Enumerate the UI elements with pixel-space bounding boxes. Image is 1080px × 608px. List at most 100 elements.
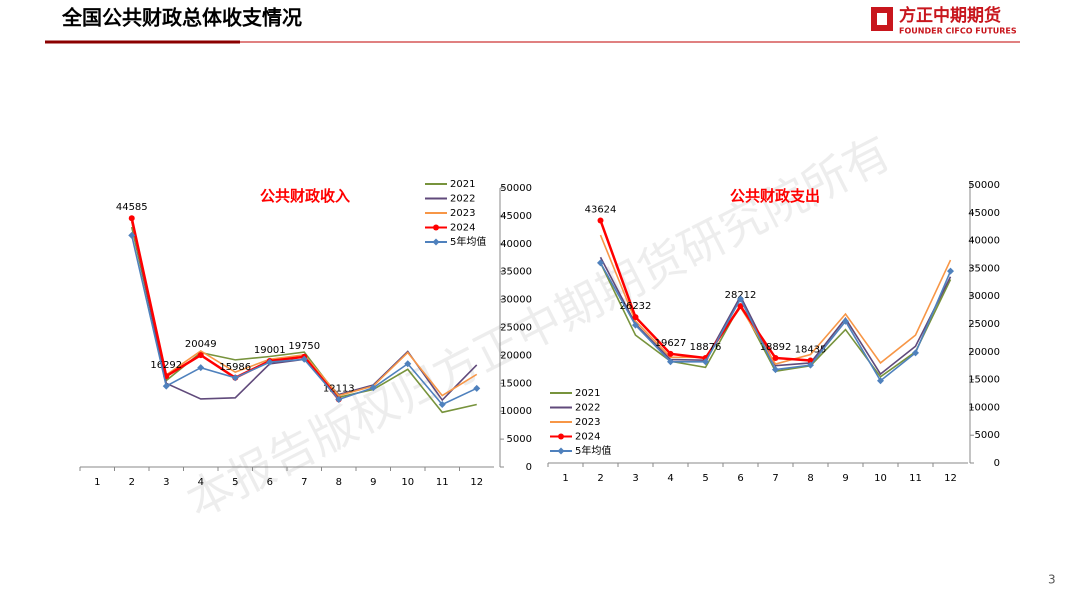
marker [667, 350, 674, 357]
marker [266, 358, 274, 366]
y-tick-label: 5000 [507, 434, 532, 445]
marker [737, 303, 744, 310]
y-tick-label: 25000 [500, 323, 532, 334]
y-tick-label: 45000 [968, 208, 1000, 219]
x-tick-label: 7 [301, 477, 307, 488]
legend-label: 2024 [575, 432, 600, 443]
y-tick-label: 30000 [968, 291, 1000, 302]
marker [772, 366, 779, 374]
marker [842, 317, 849, 325]
marker [772, 354, 779, 361]
marker [737, 295, 744, 303]
series-line [599, 234, 952, 365]
x-tick-label: 10 [874, 473, 887, 484]
x-tick-label: 4 [667, 473, 673, 484]
y-tick-label: 10000 [968, 402, 1000, 413]
y-tick-label: 35000 [500, 267, 532, 278]
legend-label: 2022 [575, 403, 600, 414]
marker [632, 314, 639, 321]
x-tick-label: 9 [842, 473, 848, 484]
legend-marker [433, 224, 439, 231]
legend-label: 2021 [450, 179, 475, 190]
marker [877, 377, 884, 385]
marker [197, 352, 204, 359]
y-tick-label: 45000 [500, 211, 532, 222]
legend-label: 5年均值 [450, 235, 486, 248]
slide-title: 全国公共财政总体收支情况 [61, 6, 302, 30]
y-tick-label: 5000 [975, 430, 1000, 441]
marker [128, 231, 136, 239]
data-label: 16292 [150, 360, 182, 371]
x-tick-label: 6 [267, 477, 273, 488]
x-tick-label: 1 [562, 473, 568, 484]
chart-title: 公共财政收入 [260, 187, 350, 205]
x-tick-label: 1 [94, 477, 100, 488]
y-tick-label: 0 [994, 458, 1000, 469]
marker [369, 384, 377, 392]
data-label: 12113 [323, 383, 355, 394]
y-tick-label: 20000 [500, 350, 532, 361]
x-tick-label: 8 [807, 473, 813, 484]
marker [197, 364, 205, 372]
marker [667, 358, 674, 366]
legend-label: 2023 [575, 417, 600, 428]
data-label: 19001 [254, 345, 286, 356]
marker [702, 358, 709, 366]
y-tick-label: 35000 [968, 263, 1000, 274]
x-tick-label: 2 [597, 473, 603, 484]
x-tick-label: 3 [163, 477, 169, 488]
logo-english: FOUNDER CIFCO FUTURES [899, 27, 1017, 36]
marker [597, 259, 604, 267]
legend-label: 5年均值 [575, 444, 611, 457]
logo-name: 方正中期期货 [899, 5, 1001, 26]
legend-marker [558, 433, 564, 440]
y-tick-label: 25000 [968, 319, 1000, 330]
x-tick-label: 2 [129, 477, 135, 488]
legend-label: 2023 [450, 208, 475, 219]
y-tick-label: 15000 [968, 375, 1000, 386]
data-label: 19750 [288, 341, 320, 352]
marker [597, 217, 604, 224]
watermark: 本报告版权归方正中期期货研究院所有 [178, 125, 899, 528]
y-tick-label: 40000 [500, 239, 532, 250]
legend-label: 2022 [450, 194, 475, 205]
logo-icon-inner [877, 13, 887, 25]
data-label: 18892 [760, 342, 792, 353]
x-tick-label: 12 [470, 477, 483, 488]
marker [128, 215, 135, 222]
x-tick-label: 5 [232, 477, 238, 488]
x-tick-label: 8 [336, 477, 342, 488]
marker [807, 361, 814, 369]
y-tick-label: 50000 [968, 180, 1000, 191]
data-label: 18876 [690, 342, 722, 353]
marker [632, 321, 639, 329]
marker [231, 374, 239, 382]
marker [473, 384, 481, 392]
data-label: 44585 [116, 202, 148, 213]
y-tick-label: 20000 [968, 347, 1000, 358]
x-tick-label: 9 [370, 477, 376, 488]
x-tick-label: 10 [401, 477, 414, 488]
y-tick-label: 10000 [500, 406, 532, 417]
x-tick-label: 6 [737, 473, 743, 484]
x-tick-label: 11 [909, 473, 922, 484]
legend-label: 2021 [575, 388, 600, 399]
marker [300, 355, 308, 363]
y-tick-label: 50000 [500, 183, 532, 194]
legend-marker [432, 238, 440, 246]
data-label: 43624 [585, 204, 617, 215]
x-tick-label: 4 [198, 477, 204, 488]
data-label: 19627 [655, 338, 687, 349]
marker [404, 360, 412, 368]
legend-label: 2024 [450, 223, 475, 234]
x-tick-label: 5 [702, 473, 708, 484]
data-label: 20049 [185, 339, 217, 350]
y-tick-label: 30000 [500, 295, 532, 306]
marker [162, 382, 170, 390]
marker [912, 349, 919, 357]
page-number: 3 [1048, 573, 1056, 587]
data-label: 26232 [620, 301, 652, 312]
y-tick-label: 0 [526, 462, 532, 473]
y-tick-label: 40000 [968, 236, 1000, 247]
